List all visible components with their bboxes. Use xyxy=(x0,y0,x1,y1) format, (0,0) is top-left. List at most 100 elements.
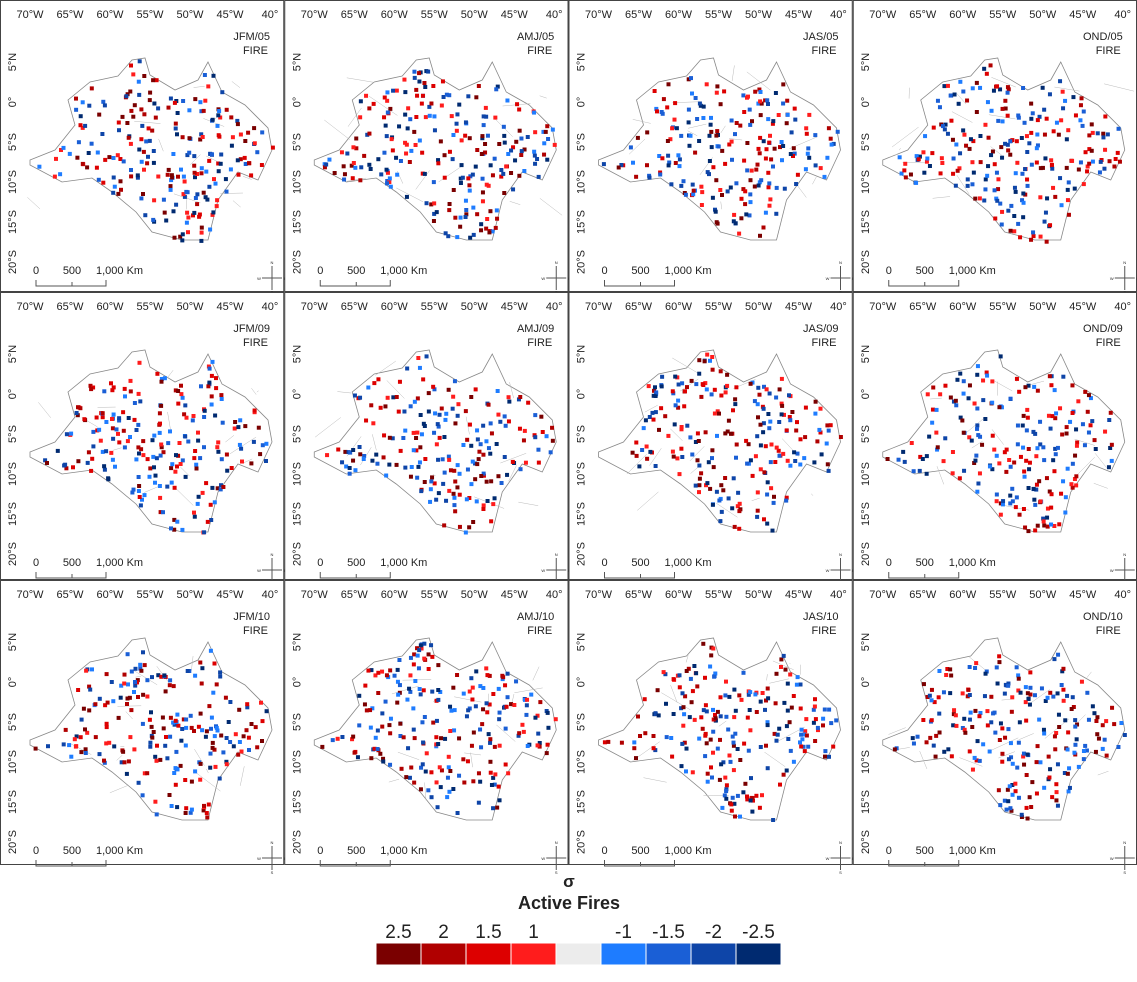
pixel xyxy=(151,455,155,459)
pixel xyxy=(400,767,404,771)
legend-label: 1 xyxy=(528,922,539,943)
scale-label: 0 xyxy=(886,845,892,857)
compass-letter: S xyxy=(1123,870,1126,875)
pixel xyxy=(946,747,950,751)
pixel xyxy=(812,721,816,725)
pixel xyxy=(658,173,662,177)
pixel xyxy=(654,410,658,414)
pixel xyxy=(806,745,810,749)
pixel xyxy=(351,459,355,463)
pixel xyxy=(679,184,683,188)
pixel xyxy=(71,465,75,469)
pixel xyxy=(148,745,152,749)
pixel xyxy=(691,689,695,693)
pixel xyxy=(176,402,180,406)
pixel xyxy=(437,491,441,495)
pixel xyxy=(1114,157,1118,161)
lon-label: 55°W xyxy=(421,589,449,601)
pixel xyxy=(802,456,806,460)
pixel xyxy=(679,134,683,138)
pixel xyxy=(481,453,485,457)
pixel xyxy=(1029,238,1033,242)
pixel xyxy=(823,708,827,712)
pixel xyxy=(1001,107,1005,111)
pixel xyxy=(765,493,769,497)
pixel xyxy=(155,744,159,748)
pixel xyxy=(171,152,175,156)
pixel xyxy=(148,139,152,143)
pixel xyxy=(711,730,715,734)
pixel xyxy=(327,158,331,162)
pixel xyxy=(738,815,742,819)
pixel xyxy=(665,735,669,739)
pixel xyxy=(762,517,766,521)
pixel xyxy=(119,188,123,192)
pixel xyxy=(164,735,168,739)
pixel xyxy=(79,735,83,739)
pixel xyxy=(493,157,497,161)
pixel xyxy=(420,432,424,436)
pixel xyxy=(654,464,658,468)
lat-label: 20°S xyxy=(291,250,303,274)
pixel xyxy=(1110,459,1114,463)
pixel xyxy=(217,133,221,137)
pixel xyxy=(498,744,502,748)
pixel xyxy=(219,153,223,157)
pixel xyxy=(137,80,141,84)
pixel xyxy=(659,406,663,410)
pixel xyxy=(1054,782,1058,786)
pixel xyxy=(806,146,810,150)
pixel xyxy=(779,665,783,669)
pixel xyxy=(485,701,489,705)
pixel xyxy=(966,184,970,188)
pixel xyxy=(1027,447,1031,451)
pixel xyxy=(351,176,355,180)
pixel xyxy=(477,450,481,454)
pixel xyxy=(489,421,493,425)
pixel xyxy=(240,750,244,754)
pixel xyxy=(701,727,705,731)
pixel xyxy=(753,90,757,94)
pixel xyxy=(210,394,214,398)
pixel xyxy=(930,151,934,155)
pixel xyxy=(526,401,530,405)
pixel xyxy=(1066,188,1070,192)
lon-label: 45°W xyxy=(501,589,529,601)
pixel xyxy=(746,716,750,720)
pixel xyxy=(414,88,418,92)
pixel xyxy=(1082,749,1086,753)
pixel xyxy=(162,726,166,730)
pixel xyxy=(821,717,825,721)
pixel xyxy=(976,739,980,743)
pixel xyxy=(704,732,708,736)
pixel xyxy=(743,202,747,206)
pixel xyxy=(949,396,953,400)
legend-label: 1.5 xyxy=(475,922,501,943)
pixel xyxy=(738,502,742,506)
pixel xyxy=(461,176,465,180)
pixel xyxy=(1070,159,1074,163)
pixel xyxy=(981,398,985,402)
lat-label: 0° xyxy=(576,677,588,688)
pixel xyxy=(936,99,940,103)
pixel xyxy=(1026,184,1030,188)
pixel xyxy=(351,145,355,149)
pixel xyxy=(444,412,448,416)
pixel xyxy=(446,776,450,780)
pixel xyxy=(1058,176,1062,180)
pixel xyxy=(715,434,719,438)
pixel xyxy=(201,491,205,495)
pixel xyxy=(1026,529,1030,533)
pixel xyxy=(112,744,116,748)
pixel xyxy=(951,471,955,475)
pixel xyxy=(699,715,703,719)
pixel xyxy=(417,80,421,84)
pixel xyxy=(430,655,434,659)
pixel xyxy=(135,428,139,432)
pixel xyxy=(447,208,451,212)
pixel xyxy=(1052,469,1056,473)
pixel xyxy=(759,113,763,117)
pixel xyxy=(997,461,1001,465)
pixel xyxy=(1119,721,1123,725)
